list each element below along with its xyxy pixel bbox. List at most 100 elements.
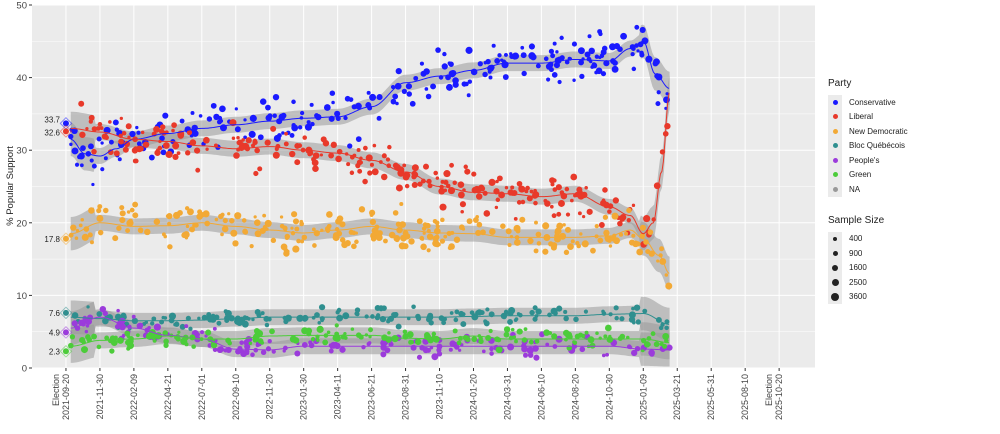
liberal-poll-point [440,179,445,184]
new-democratic-poll-point [551,242,558,249]
liberal-poll-point [544,200,551,207]
new-democratic-poll-point [270,237,277,244]
conservative-poll-point [461,81,467,87]
bloc-qu-b-cois-poll-point [114,313,122,321]
new-democratic-poll-point [221,225,229,233]
liberal-poll-point [555,184,562,191]
conservative-poll-point [366,90,371,95]
green-poll-point [210,341,218,349]
conservative-poll-point [564,59,570,65]
new-democratic-poll-point [296,238,301,244]
legend-key [828,153,842,168]
people-s-poll-point [282,349,286,353]
people-s-poll-point [481,349,486,354]
liberal-poll-point [205,147,209,151]
new-democratic-poll-point [509,234,514,239]
conservative-poll-point [528,43,536,50]
new-democratic-poll-point [399,221,406,228]
green-poll-point [503,326,511,333]
x-tick-label: 2023-04-11 [333,374,343,419]
new-democratic-poll-point [313,230,320,237]
liberal-poll-point [185,150,191,156]
liberal-poll-point [518,185,523,191]
liberal-poll-point [153,125,160,133]
conservative-poll-point [653,58,660,66]
bloc-qu-b-cois-result-point [62,309,69,316]
conservative-poll-point [310,121,315,127]
liberal-poll-point [417,181,423,187]
new-democratic-poll-point [144,228,151,236]
green-poll-point [68,342,74,349]
liberal-poll-point [311,159,319,167]
green-poll-point [350,327,355,331]
conservative-poll-point [413,75,419,81]
liberal-poll-point [274,146,279,152]
green-poll-point [528,339,534,345]
people-s-poll-point [507,343,515,351]
new-democratic-poll-point [375,234,383,241]
liberal-poll-point [289,150,296,158]
legend-dot-icon [832,186,838,192]
new-democratic-poll-point [513,239,521,246]
conservative-poll-point [334,110,341,117]
x-tick-label: 2022-09-10 [231,374,241,420]
people-s-poll-point [235,348,241,355]
liberal-poll-point [526,195,533,202]
y-tick-label: 20 [16,218,27,229]
conservative-poll-point [136,130,141,135]
liberal-poll-point [478,184,485,191]
liberal-poll-point [488,178,496,186]
bloc-qu-b-cois-poll-point [197,316,201,321]
legend-size-item: 1600 [828,260,908,275]
bloc-qu-b-cois-poll-point [547,312,552,318]
liberal-poll-point [172,142,180,150]
liberal-poll-point [573,193,577,198]
conservative-poll-point [355,102,362,110]
new-democratic-poll-point [500,223,506,229]
green-poll-point [485,334,492,341]
green-poll-point [269,328,275,335]
liberal-poll-point [85,126,89,131]
liberal-poll-point [309,151,314,156]
new-democratic-poll-point [426,248,431,253]
liberal-poll-point [97,121,103,127]
conservative-poll-point [234,126,241,133]
liberal-poll-point [552,178,557,183]
liberal-poll-point [577,211,582,216]
new-democratic-poll-point [344,239,351,247]
liberal-poll-point [513,216,518,221]
conservative-poll-point [571,41,577,47]
liberal-poll-point [119,116,123,121]
new-democratic-poll-point [436,242,441,247]
new-democratic-poll-point [636,248,644,256]
liberal-poll-point [118,138,124,145]
new-democratic-poll-point [167,221,172,226]
liberal-result-point [62,128,69,135]
new-democratic-poll-point [432,235,439,242]
liberal-poll-point [372,143,377,148]
green-poll-point [177,330,181,334]
bloc-qu-b-cois-poll-point [179,323,186,330]
green-poll-point [96,344,102,350]
bloc-qu-b-cois-poll-point [485,307,490,312]
new-democratic-poll-point [132,212,139,219]
conservative-poll-point [395,101,399,106]
green-poll-point [135,333,140,338]
conservative-poll-point [552,41,557,46]
bloc-qu-b-cois-poll-point [583,309,589,314]
green-poll-point [387,331,391,335]
bloc-qu-b-cois-poll-point [631,306,635,311]
new-democratic-poll-point [153,218,161,225]
conservative-poll-point [314,113,320,119]
liberal-poll-point [471,171,477,177]
new-democratic-poll-point [128,218,133,224]
conservative-poll-point [291,124,299,132]
green-poll-point [343,335,348,340]
people-s-poll-point [131,314,136,319]
liberal-poll-point [359,160,363,165]
new-democratic-poll-point [103,207,109,214]
green-poll-point [408,339,413,345]
liberal-poll-point [380,173,388,181]
green-poll-point [162,330,169,336]
liberal-poll-point [438,187,446,195]
